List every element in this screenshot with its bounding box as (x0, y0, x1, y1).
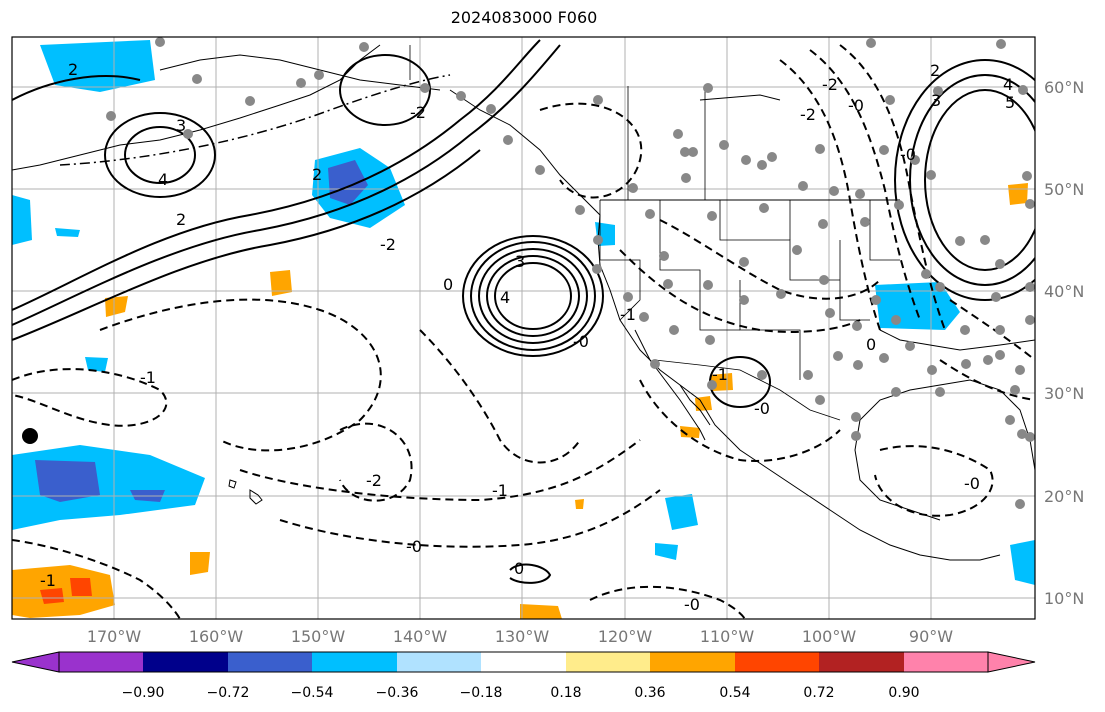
lat-label: 60°N (1044, 78, 1084, 97)
colorbar-segment (735, 652, 819, 672)
contour-label: -1 (620, 305, 636, 324)
contour-label: 2 (176, 210, 186, 229)
colorbar-extend-low (11, 651, 60, 673)
colorbar-tick-label: −0.72 (207, 685, 250, 701)
colorbar-tick-label: 0.72 (803, 685, 834, 701)
colorbar-segment (397, 652, 481, 672)
zero-contour (59, 74, 451, 166)
colorbar (11, 651, 1036, 673)
lon-label: 170°W (87, 627, 142, 646)
lon-label: 150°W (291, 627, 346, 646)
contour-label: 2 (312, 165, 322, 184)
lon-label: 90°W (909, 627, 953, 646)
contour-label: 5 (1005, 93, 1015, 112)
colorbar-segment (312, 652, 397, 672)
contour-label: 4 (1003, 75, 1013, 94)
contour-label: 2 (68, 60, 78, 79)
station-markers (106, 37, 1035, 509)
colorbar-outline (58, 651, 989, 673)
positive-contours (12, 39, 1035, 584)
negative-contours (12, 44, 1035, 619)
latitude-labels: 60°N 50°N 40°N 30°N 20°N 10°N (1044, 78, 1084, 608)
contour-label: 3 (515, 252, 525, 271)
lon-label: 110°W (700, 627, 755, 646)
contour-label: 0 (866, 335, 876, 354)
contour-label: -0 (900, 145, 916, 164)
contour-label: 4 (158, 170, 168, 189)
contour-label: 3 (931, 91, 941, 110)
lat-label: 40°N (1044, 282, 1084, 301)
colorbar-tick-label: 0.90 (888, 685, 919, 701)
coastlines (12, 44, 1035, 561)
map-title: 2024083000 F060 (450, 8, 598, 27)
lon-label: 120°W (598, 627, 653, 646)
colorbar-tick-label: −0.36 (376, 685, 419, 701)
lat-label: 10°N (1044, 589, 1084, 608)
lon-label: 140°W (393, 627, 448, 646)
contour-label: 0 (443, 275, 453, 294)
contour-label: -1 (492, 481, 508, 500)
contour-label: -0 (684, 595, 700, 614)
contour-label: -2 (822, 75, 838, 94)
lon-label: 100°W (802, 627, 857, 646)
contour-label: -1 (712, 365, 728, 384)
contour-label: -1 (40, 571, 56, 590)
lat-label: 30°N (1044, 384, 1084, 403)
lat-label: 20°N (1044, 487, 1084, 506)
current-position-marker (22, 428, 38, 444)
colorbar-segment (228, 652, 312, 672)
contour-label: -1 (140, 368, 156, 387)
contour-label: -2 (380, 235, 396, 254)
shaded-regions (12, 40, 1035, 619)
colorbar-tick-label: −0.90 (122, 685, 165, 701)
colorbar-segment (59, 652, 143, 672)
contour-label: -0 (754, 399, 770, 418)
contour-label: 2 (930, 61, 940, 80)
graticule (12, 37, 1035, 619)
contour-label: -2 (800, 105, 816, 124)
contour-label: -0 (848, 96, 864, 115)
colorbar-segment (819, 652, 904, 672)
contour-label: 4 (500, 288, 510, 307)
colorbar-segment (904, 652, 988, 672)
contour-label: -0 (573, 332, 589, 351)
colorbar-tick-label: 0.18 (550, 685, 581, 701)
lat-label: 50°N (1044, 180, 1084, 199)
longitude-labels: 170°W 160°W 150°W 140°W 130°W 120°W 110°… (87, 627, 953, 646)
contour-label: -0 (964, 474, 980, 493)
lon-label: 130°W (495, 627, 550, 646)
contour-labels: 2 3 4 2 2 3 4 -2 0 -1 -2 -1 -0 0 -0 -1 -… (40, 60, 1015, 614)
colorbar-extend-high (987, 651, 1036, 673)
colorbar-tick-label: −0.18 (460, 685, 503, 701)
contour-label: 0 (514, 559, 524, 578)
colorbar-segment (143, 652, 228, 672)
contour-label: 3 (176, 116, 186, 135)
colorbar-segment (566, 652, 650, 672)
contour-label: -0 (406, 537, 422, 556)
map-frame (11, 36, 1036, 620)
contour-label: -2 (410, 103, 426, 122)
colorbar-tick-labels: −0.90 −0.72 −0.54 −0.36 −0.18 0.18 0.36 … (122, 685, 920, 701)
lon-label: 160°W (189, 627, 244, 646)
colorbar-segment (650, 652, 735, 672)
colorbar-tick-label: 0.36 (634, 685, 665, 701)
contour-label: -2 (366, 471, 382, 490)
colorbar-tick-label: −0.54 (291, 685, 334, 701)
colorbar-tick-label: 0.54 (719, 685, 750, 701)
colorbar-segment (481, 652, 566, 672)
